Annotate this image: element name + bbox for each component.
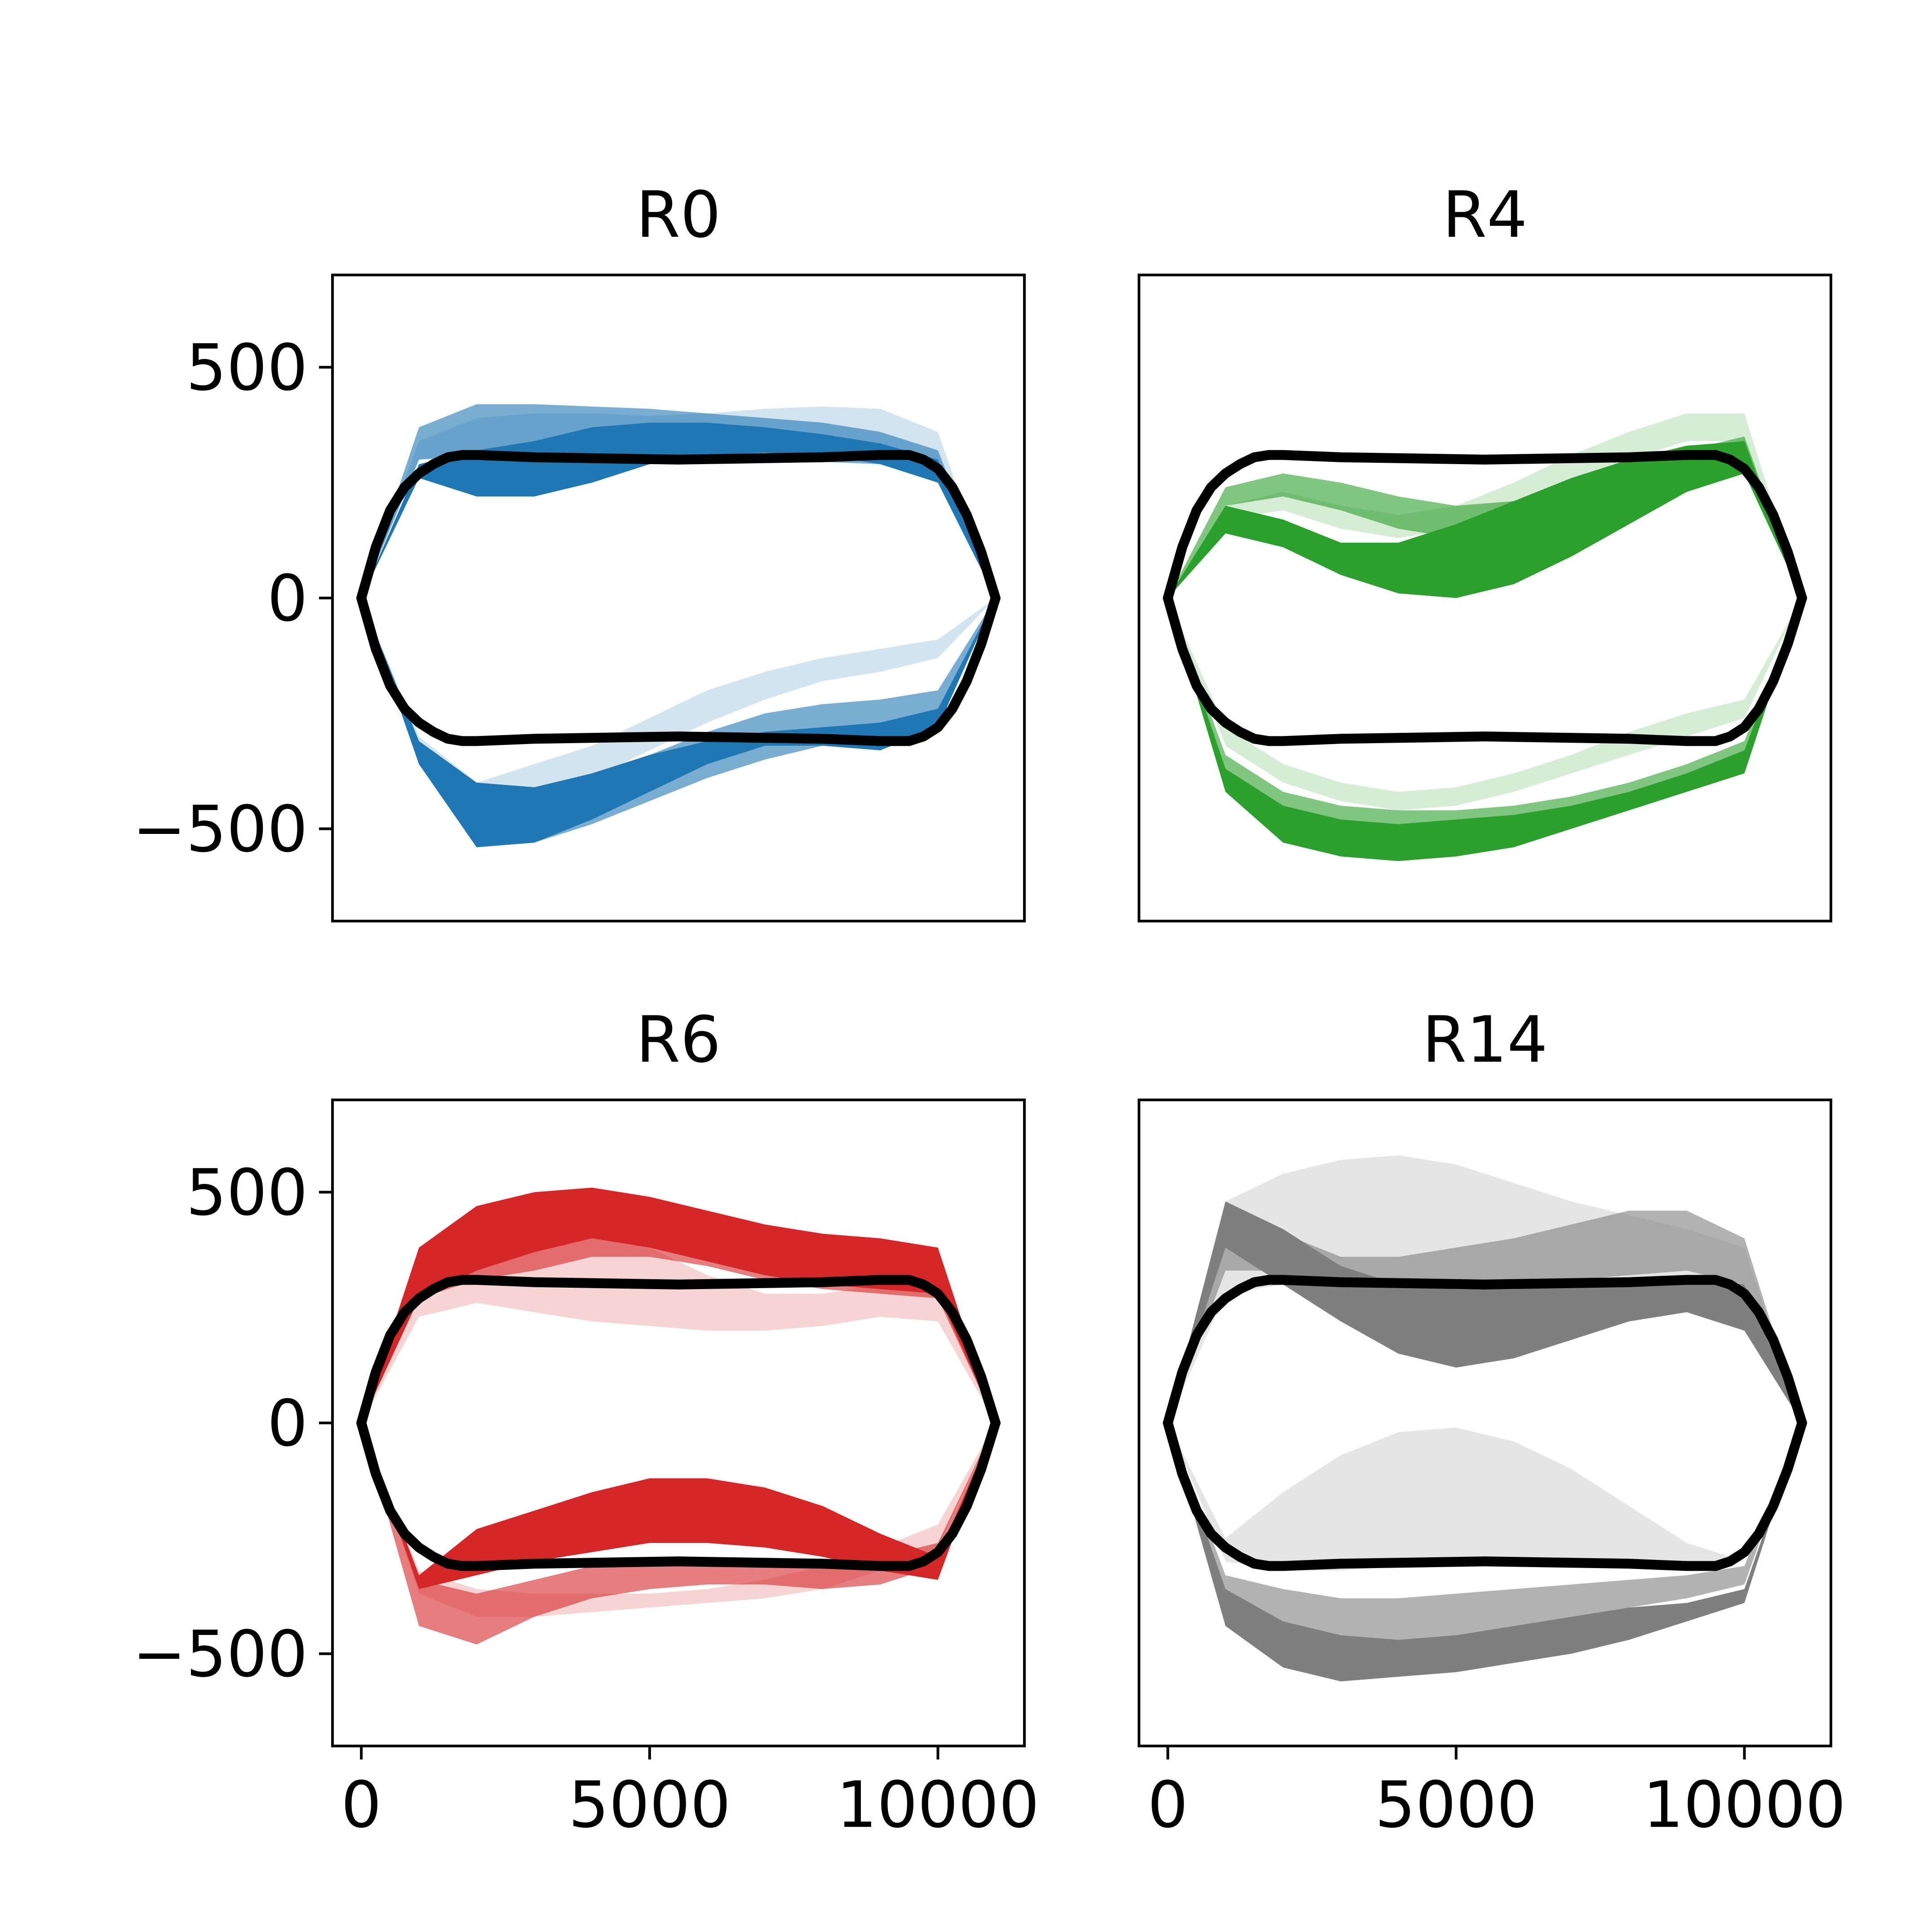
panel-0: R0 −500 0 500	[133, 178, 1026, 922]
band-0-lower	[1168, 1423, 1802, 1571]
plot-area	[356, 1188, 1001, 1644]
y-tick-label: 0	[267, 1387, 308, 1461]
x-tick-label: 5000	[1375, 1768, 1537, 1842]
band-1-lower	[361, 598, 996, 847]
x-tick-label: 10000	[837, 1768, 1040, 1842]
axes-frame	[331, 1099, 1026, 1747]
y-tick-label: 500	[186, 1156, 308, 1230]
panel-3: R14 0 5000 10000	[1138, 1003, 1846, 1842]
reference-line-lower	[1163, 593, 1807, 746]
band-2-upper	[361, 1188, 996, 1423]
axes-frame	[1138, 1099, 1832, 1747]
x-tick-label: 5000	[568, 1768, 731, 1842]
band-1-lower	[361, 1423, 996, 1644]
plot-area	[356, 404, 1001, 847]
band-2-lower	[361, 1423, 996, 1589]
reference-line-lower	[356, 593, 1001, 746]
panel-title: R0	[636, 178, 721, 252]
plot-area	[1163, 413, 1807, 861]
reference-line-upper	[356, 450, 1001, 603]
y-tick-label: −500	[133, 1617, 308, 1692]
reference-line-lower	[356, 1418, 1001, 1571]
panel-title: R4	[1442, 178, 1527, 252]
reference-line-upper	[1163, 1275, 1807, 1428]
panel-title: R14	[1422, 1003, 1547, 1077]
band-2-lower	[1168, 598, 1802, 861]
plot-area	[1163, 1155, 1807, 1682]
y-tick-label: 500	[186, 331, 308, 405]
band-2-upper	[1168, 441, 1802, 598]
x-tick-label: 0	[1148, 1768, 1188, 1842]
panel-1: R4	[1138, 178, 1832, 922]
reference-line-upper	[1163, 450, 1807, 603]
x-tick-label: 0	[341, 1768, 381, 1842]
reference-line-lower	[1163, 1418, 1807, 1571]
band-2-upper	[361, 422, 996, 598]
band-0-lower	[361, 598, 996, 815]
x-tick-label: 10000	[1643, 1768, 1846, 1842]
axes-frame	[331, 274, 1026, 922]
y-tick-label: −500	[133, 793, 308, 867]
reference-line-upper	[356, 1275, 1001, 1428]
band-1-lower	[1168, 1423, 1802, 1644]
band-2-lower	[1168, 1423, 1802, 1682]
band-2-upper	[1168, 1201, 1802, 1423]
axes-frame	[1138, 274, 1832, 922]
panel-title: R6	[636, 1003, 721, 1077]
y-tick-label: 0	[267, 562, 308, 636]
